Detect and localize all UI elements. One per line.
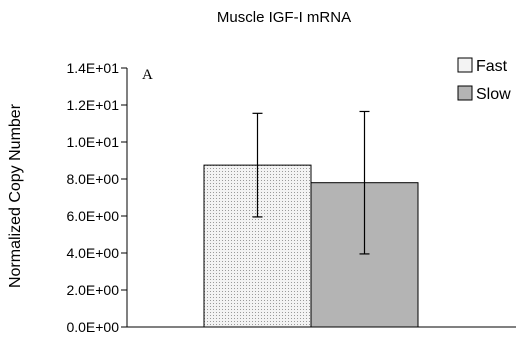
chart-title: Muscle IGF-I mRNA <box>217 9 351 26</box>
y-axis-label: Normalized Copy Number <box>7 103 24 288</box>
y-tick-label: 6.0E+00 <box>66 208 119 224</box>
y-tick-label: 4.0E+00 <box>66 245 119 261</box>
y-tick-label: 2.0E+00 <box>66 282 119 298</box>
y-tick-label: 1.0E+01 <box>66 134 119 150</box>
axes: 0.0E+00 2.0E+00 4.0E+00 6.0E+00 8.0E+00 1.0E+… <box>66 60 516 335</box>
y-tick-label: 8.0E+00 <box>66 171 119 187</box>
panel-label: A <box>142 67 153 83</box>
legend: Fast Slow <box>457 57 511 103</box>
y-tick-label: 1.2E+01 <box>66 97 119 113</box>
legend-swatch-fast <box>457 57 473 73</box>
legend-label-slow: Slow <box>476 86 511 103</box>
legend-label-fast: Fast <box>476 58 508 75</box>
legend-swatch-slow <box>457 85 473 101</box>
bars <box>203 110 419 328</box>
y-tick-label: 1.4E+01 <box>66 60 119 76</box>
y-tick-label: 0.0E+00 <box>66 319 119 335</box>
